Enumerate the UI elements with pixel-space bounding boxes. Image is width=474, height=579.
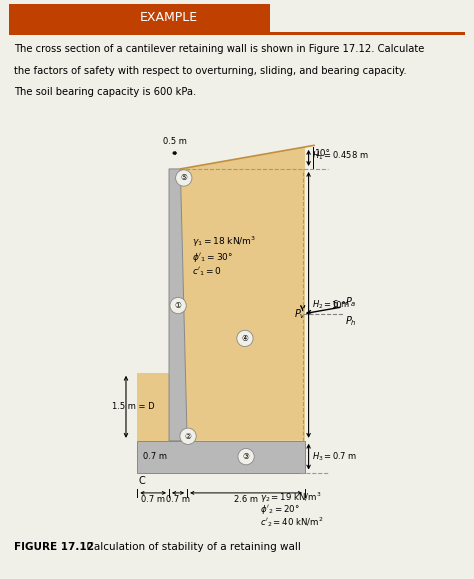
Text: The soil bearing capacity is 600 kPa.: The soil bearing capacity is 600 kPa. [14, 87, 196, 97]
Text: the factors of safety with respect to overturning, sliding, and bearing capacity: the factors of safety with respect to ov… [14, 65, 407, 76]
Polygon shape [137, 441, 305, 472]
Polygon shape [181, 147, 305, 441]
Circle shape [238, 449, 254, 465]
Text: $\gamma_2 = 19$ kN/m$^3$: $\gamma_2 = 19$ kN/m$^3$ [260, 490, 321, 505]
Text: 0.7 m: 0.7 m [144, 452, 167, 461]
Text: $P_v$: $P_v$ [293, 307, 306, 321]
Text: 10°: 10° [331, 302, 346, 310]
Text: $H_1=0.458$ m: $H_1=0.458$ m [312, 149, 368, 162]
Text: ④: ④ [241, 334, 248, 343]
Text: ⑤: ⑤ [180, 174, 187, 182]
Text: 0.5 m: 0.5 m [163, 137, 187, 146]
Text: 0.7 m: 0.7 m [141, 495, 165, 504]
Text: EXAMPLE: EXAMPLE [140, 12, 198, 24]
Text: ②: ② [185, 432, 191, 441]
Text: $P_h$: $P_h$ [345, 314, 357, 328]
Text: $P_a$: $P_a$ [345, 295, 357, 309]
Text: C: C [138, 476, 145, 486]
Text: FIGURE 17.12: FIGURE 17.12 [14, 542, 94, 552]
Polygon shape [181, 147, 305, 169]
Circle shape [237, 330, 253, 347]
Text: $c'_1 = 0$: $c'_1 = 0$ [191, 266, 221, 278]
Text: The cross section of a cantilever retaining wall is shown in Figure 17.12. Calcu: The cross section of a cantilever retain… [14, 45, 424, 54]
Text: Calculation of stability of a retaining wall: Calculation of stability of a retaining … [80, 542, 301, 552]
Text: ③: ③ [243, 452, 249, 461]
Text: ①: ① [174, 301, 182, 310]
Text: 0.7 m: 0.7 m [166, 495, 190, 504]
Text: $c'_2 = 40$ kN/m$^2$: $c'_2 = 40$ kN/m$^2$ [260, 515, 323, 529]
Text: $\phi'_1 = 30°$: $\phi'_1 = 30°$ [191, 251, 233, 264]
Polygon shape [169, 169, 187, 441]
Circle shape [180, 428, 196, 445]
Text: 1.5 m = D: 1.5 m = D [112, 402, 155, 411]
Text: $H_3=0.7$ m: $H_3=0.7$ m [312, 450, 357, 463]
Text: 2.6 m: 2.6 m [234, 495, 258, 504]
Circle shape [170, 298, 186, 314]
Polygon shape [137, 373, 169, 441]
Text: $H_2=6$ m: $H_2=6$ m [312, 299, 350, 311]
Circle shape [175, 170, 192, 186]
Text: $\gamma_1 = 18$ kN/m$^3$: $\gamma_1 = 18$ kN/m$^3$ [191, 234, 256, 248]
Text: $\phi'_2 = 20°$: $\phi'_2 = 20°$ [260, 503, 299, 516]
Text: 10°: 10° [315, 149, 331, 158]
